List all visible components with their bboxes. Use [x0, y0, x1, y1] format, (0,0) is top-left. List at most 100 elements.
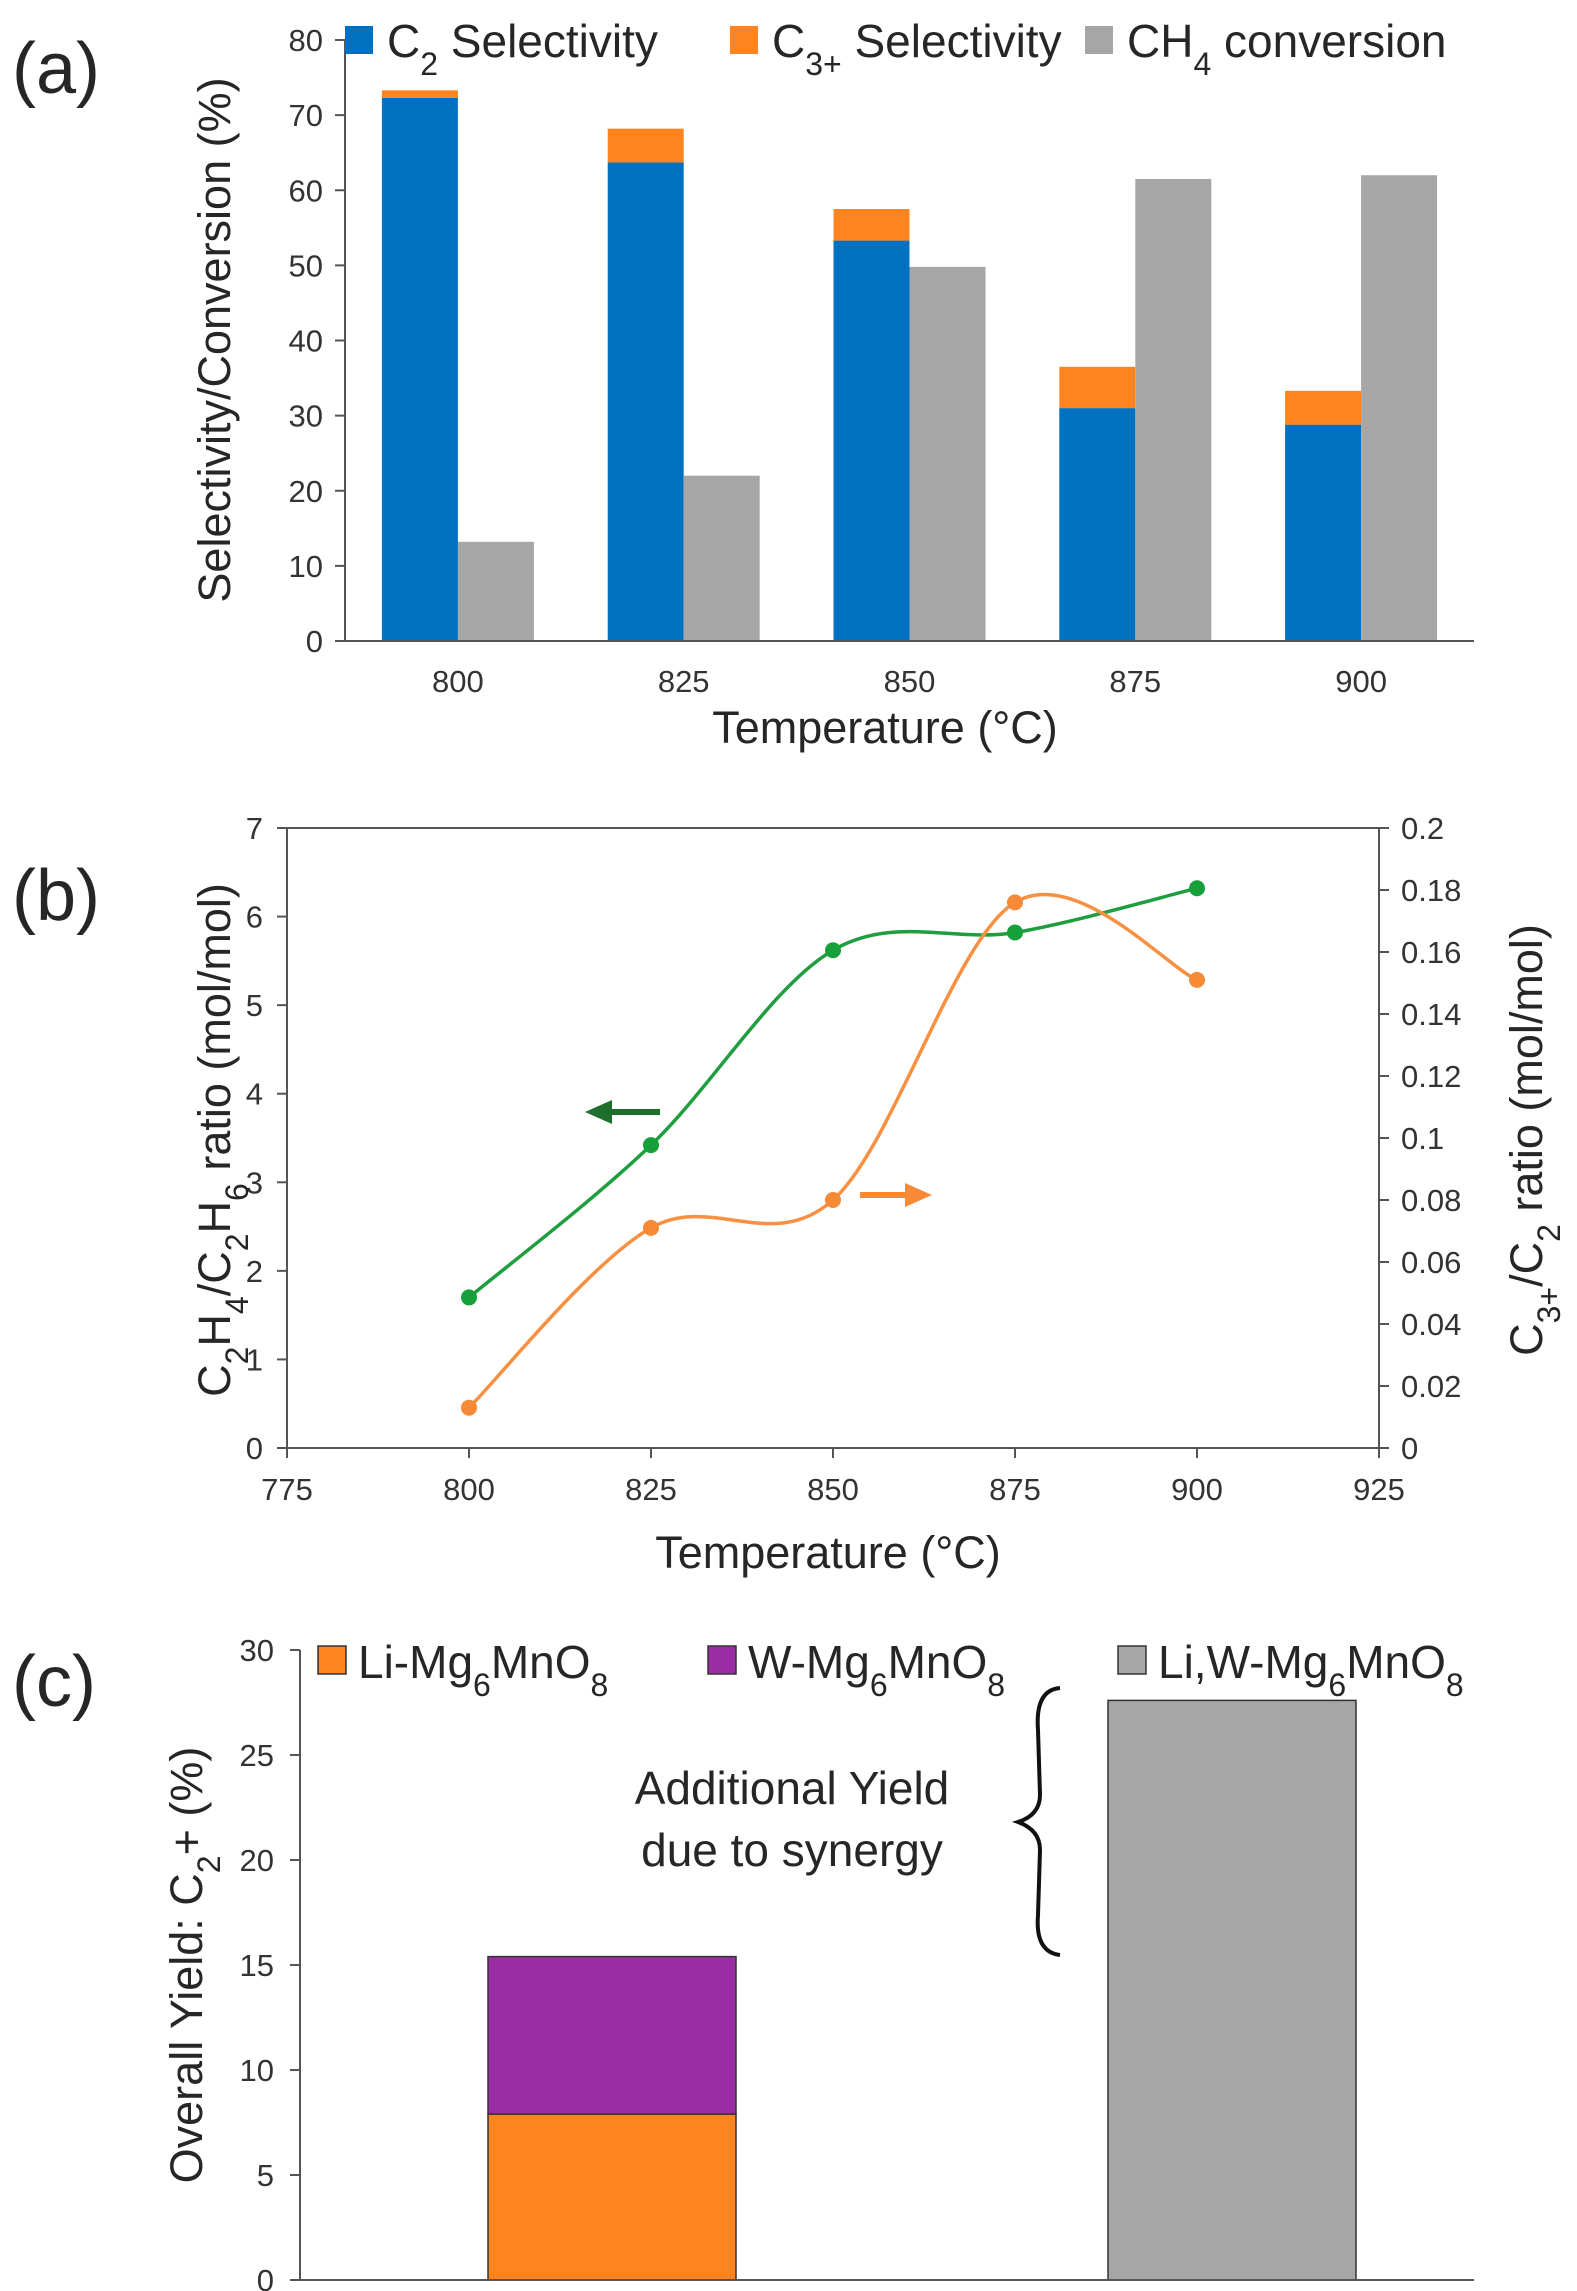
chart-c-overall-yield: 0 5 10 15 20 25 30 Overall Yield: C2+ (%) Li-M… — [161, 1633, 1474, 2291]
bar-c3-selectivity-825 — [607, 128, 684, 163]
annotation-line-1: Additional Yield — [635, 1762, 950, 1814]
right-arrowhead-icon — [905, 1183, 932, 1207]
legend-swatch — [707, 1645, 737, 1675]
left-y-tick-label: 5 — [246, 988, 263, 1023]
chart-b-plot-frame — [286, 827, 1380, 1449]
data-point-c3-c2 — [825, 1192, 841, 1208]
chart-b-x-axis-title: Temperature (°C) — [655, 1527, 1001, 1578]
left-y-tick-label: 0 — [246, 1431, 263, 1466]
bar-c2-selectivity-875 — [1059, 408, 1136, 641]
y-tick-label: 10 — [240, 2053, 274, 2088]
bar-segment-li-mg6mno8 — [487, 2113, 737, 2281]
bar-ch4-conversion-825 — [683, 475, 760, 641]
y-tick-label: 80 — [289, 23, 323, 58]
data-point-c3-c2 — [461, 1399, 477, 1416]
chart-a-selectivity-conversion: 0 10 20 30 40 50 60 70 80 800 825 850 875 900 Temper… — [189, 15, 1474, 753]
data-point-c2h4-c2h6 — [1007, 924, 1023, 941]
chart-b-arrows — [585, 1100, 932, 1207]
curly-brace-icon — [1011, 1686, 1061, 1957]
legend-label: C3+ Selectivity — [772, 15, 1062, 82]
x-tick-label: 875 — [1109, 664, 1161, 699]
bar-segment-li-w-mg6mno8 — [1107, 1699, 1357, 2281]
right-y-tick-label: 0.16 — [1401, 935, 1461, 970]
bar-ch4-conversion-800 — [457, 541, 534, 641]
chart-a-bars — [381, 90, 1438, 642]
right-y-tick-label: 0.14 — [1401, 997, 1461, 1032]
chart-a-y-ticks: 0 10 20 30 40 50 60 70 80 — [289, 23, 345, 659]
data-point-c3-c2 — [1007, 894, 1023, 911]
x-tick-label: 850 — [884, 664, 936, 699]
y-tick-label: 20 — [240, 1843, 274, 1878]
legend-label: Li,W-Mg6MnO8 — [1158, 1636, 1464, 1703]
y-tick-label: 60 — [289, 173, 323, 208]
legend-swatch — [345, 26, 373, 54]
y-tick-label: 40 — [289, 324, 323, 359]
data-point-c2h4-c2h6 — [1189, 880, 1205, 897]
legend-label: C2 Selectivity — [387, 15, 658, 82]
y-tick-label: 50 — [289, 248, 323, 283]
chart-c-y-axis-title: Overall Yield: C2+ (%) — [161, 1747, 227, 2184]
right-y-tick-label: 0.18 — [1401, 873, 1461, 908]
chart-b-ratios: 0 1 2 3 4 5 6 7 0 0.02 0.04 0.06 0.08 0.1 0.12 0.14 0.1… — [189, 811, 1567, 1578]
right-y-tick-label: 0.04 — [1401, 1307, 1461, 1342]
data-point-c3-c2 — [643, 1219, 659, 1236]
bar-c3-selectivity-850 — [833, 209, 910, 241]
x-tick-label: 900 — [1171, 1472, 1223, 1507]
legend-swatch — [317, 1645, 347, 1675]
right-y-tick-label: 0.08 — [1401, 1183, 1461, 1218]
chart-c-y-ticks: 0 5 10 15 20 25 30 — [240, 1633, 300, 2291]
data-point-c3-c2 — [1189, 971, 1205, 988]
chart-a-legend: C2 Selectivity C3+ Selectivity CH4 convers… — [345, 15, 1446, 82]
y-tick-label: 30 — [289, 399, 323, 434]
data-point-c2h4-c2h6 — [461, 1289, 477, 1306]
panel-label-a: (a) — [12, 29, 100, 109]
bar-c2-selectivity-850 — [833, 240, 910, 642]
chart-b-right-y-axis-title: C3+/C2 ratio (mol/mol) — [1501, 924, 1567, 1356]
y-tick-label: 15 — [240, 1948, 274, 1983]
x-tick-label: 850 — [807, 1472, 859, 1507]
left-y-tick-label: 4 — [246, 1077, 263, 1112]
x-tick-label: 900 — [1335, 664, 1387, 699]
chart-a-x-axis-title: Temperature (°C) — [712, 702, 1058, 753]
chart-b-left-y-ticks: 0 1 2 3 4 5 6 7 — [246, 811, 287, 1466]
series-line-c3-c2 — [467, 892, 1198, 1409]
right-y-tick-label: 0.06 — [1401, 1245, 1461, 1280]
right-y-tick-label: 0 — [1401, 1431, 1418, 1466]
left-y-tick-label: 2 — [246, 1254, 263, 1289]
panel-label-b: (b) — [12, 856, 100, 936]
bar-ch4-conversion-900 — [1361, 175, 1438, 641]
left-y-tick-label: 1 — [246, 1342, 263, 1377]
right-y-tick-label: 0.1 — [1401, 1121, 1444, 1156]
left-y-tick-label: 3 — [246, 1165, 263, 1200]
left-arrowhead-icon — [585, 1100, 612, 1124]
y-tick-label: 20 — [289, 474, 323, 509]
chart-b-left-y-axis-title: C2H4/C2H6 ratio (mol/mol) — [189, 883, 255, 1397]
annotation-line-2: due to synergy — [641, 1824, 943, 1876]
right-y-tick-label: 0.02 — [1401, 1369, 1461, 1404]
legend-label: Li-Mg6MnO8 — [358, 1636, 608, 1703]
x-tick-label: 775 — [261, 1472, 313, 1507]
series-line-c2h4-c2h6 — [467, 886, 1198, 1299]
data-point-c2h4-c2h6 — [643, 1137, 659, 1154]
chart-a-y-axis-title: Selectivity/Conversion (%) — [189, 77, 240, 602]
chart-a-x-ticks: 800 825 850 875 900 — [432, 664, 1387, 699]
bar-ch4-conversion-875 — [1135, 178, 1212, 641]
y-tick-label: 0 — [306, 624, 323, 659]
bar-c3-selectivity-800 — [381, 90, 458, 98]
right-y-tick-label: 0.12 — [1401, 1059, 1461, 1094]
chart-b-series — [461, 880, 1205, 1416]
left-y-tick-label: 6 — [246, 900, 263, 935]
y-tick-label: 30 — [240, 1633, 274, 1668]
legend-swatch — [730, 26, 758, 54]
bar-c2-selectivity-825 — [607, 162, 684, 642]
legend-swatch — [1085, 26, 1113, 54]
x-tick-label: 875 — [989, 1472, 1041, 1507]
bar-c3-selectivity-875 — [1059, 366, 1136, 409]
y-tick-label: 0 — [257, 2263, 274, 2291]
right-y-tick-label: 0.2 — [1401, 811, 1444, 846]
left-y-tick-label: 7 — [246, 811, 263, 846]
x-tick-label: 825 — [658, 664, 710, 699]
chart-c-bars — [487, 1699, 1357, 2281]
bar-c3-selectivity-900 — [1285, 390, 1362, 425]
